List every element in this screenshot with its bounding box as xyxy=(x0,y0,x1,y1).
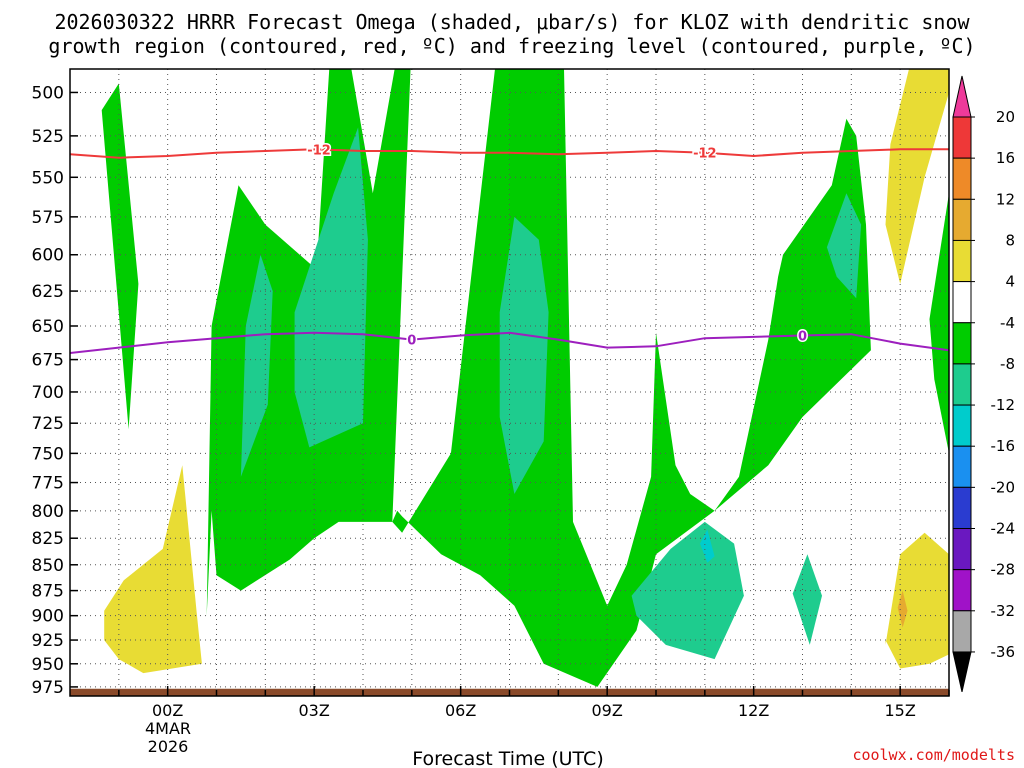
x-tick-label: 09Z xyxy=(592,701,623,720)
colorbar-swatch xyxy=(952,610,972,653)
omega-region-11 xyxy=(929,193,949,454)
colorbar-label: -16 xyxy=(991,437,1016,455)
omega-region-4 xyxy=(104,465,202,674)
site-credit[interactable]: coolwx.com/modelts xyxy=(852,746,1015,764)
colorbar-label: -36 xyxy=(991,643,1016,661)
y-tick-label: 900 xyxy=(32,607,64,627)
omega-region-8 xyxy=(700,529,715,563)
x-tick-label: 12Z xyxy=(738,701,769,720)
chart-title-line-1: 2026030322 HRRR Forecast Omega (shaded, … xyxy=(54,10,970,34)
colorbar-swatch xyxy=(952,486,972,530)
dgz-contour-line-label: -12 xyxy=(693,147,717,162)
omega-shaded-regions xyxy=(70,69,949,696)
colorbar-label: 8 xyxy=(1005,231,1015,249)
x-tick-label: 06Z xyxy=(445,701,476,720)
omega-region-6 xyxy=(499,216,549,494)
y-axis: 500 525 550 575 600 625 650 675 700 725 750 775 800 8… xyxy=(32,83,78,698)
y-tick-label: 950 xyxy=(32,655,64,675)
y-tick-label: 525 xyxy=(32,127,64,147)
colorbar-label: 20 xyxy=(996,108,1015,126)
x-tick-label: 03Z xyxy=(299,701,330,720)
colorbar-swatch xyxy=(952,569,972,612)
omega-region-7 xyxy=(631,521,744,660)
colorbar-swatch xyxy=(952,157,972,200)
dgz-contour-line xyxy=(70,148,949,159)
y-tick-label: 725 xyxy=(32,414,64,434)
colorbar-label: -24 xyxy=(991,520,1016,538)
colorbar-swatch xyxy=(952,239,972,283)
y-tick-label: 875 xyxy=(32,582,64,602)
x-tick-label: 15Z xyxy=(885,701,916,720)
y-tick-label: 925 xyxy=(32,631,64,651)
y-tick-label: 975 xyxy=(32,678,64,698)
y-tick-label: 775 xyxy=(32,474,64,494)
y-tick-label: 825 xyxy=(32,529,64,549)
y-tick-label: 600 xyxy=(32,246,64,266)
y-tick-label: 625 xyxy=(32,282,64,302)
colorbar-min-triangle xyxy=(952,651,972,693)
y-tick-label: 800 xyxy=(32,502,64,522)
colorbar-max-triangle xyxy=(952,75,972,118)
colorbar-swatch xyxy=(952,528,972,571)
x-axis: 00Z 03Z 06Z 09Z 12Z 15Z xyxy=(118,686,950,720)
freezing-level-line-label: 0 xyxy=(798,330,807,345)
y-tick-label: 700 xyxy=(32,383,64,403)
colorbar-swatch xyxy=(952,281,972,324)
omega-region-12 xyxy=(885,69,949,284)
omega-region-3 xyxy=(294,127,368,448)
omega-region-2 xyxy=(240,254,273,477)
colorbar-label: -32 xyxy=(991,602,1016,620)
freezing-level-line xyxy=(70,331,949,354)
colorbar-label: -4 xyxy=(1000,314,1015,332)
y-tick-label: 575 xyxy=(32,208,64,228)
colorbar-label: 16 xyxy=(996,149,1015,167)
colorbar-legend: 20 16 12 8 4 -4 -8 -12 -16 -20 -24 -28 -32 -36 xyxy=(952,75,1016,693)
colorbar-swatch xyxy=(952,404,972,447)
freezing-level-line-label: 0 xyxy=(407,334,416,349)
colorbar-label: -20 xyxy=(991,478,1016,496)
date-label-year: 2026 xyxy=(148,737,189,756)
colorbar-swatch xyxy=(952,198,972,241)
omega-region-9 xyxy=(792,554,822,645)
y-tick-label: 650 xyxy=(32,317,64,337)
date-label-day: 4MAR xyxy=(145,719,191,738)
colorbar-swatch xyxy=(952,322,972,365)
colorbar-label: -28 xyxy=(991,561,1016,579)
colorbar-swatch xyxy=(952,445,972,488)
dgz-contour-line-label: -12 xyxy=(307,144,331,159)
chart-title-line-2: growth region (contoured, red, ºC) and f… xyxy=(48,34,975,58)
omega-region-0 xyxy=(101,83,139,430)
x-tick-label: 00Z xyxy=(152,701,183,720)
y-tick-label: 500 xyxy=(32,83,64,103)
y-tick-label: 750 xyxy=(32,444,64,464)
contour-lines: -12 -12 0 0 xyxy=(70,142,949,354)
y-tick-label: 675 xyxy=(32,351,64,371)
colorbar-label: -8 xyxy=(1000,355,1015,373)
colorbar-label: -12 xyxy=(991,396,1016,414)
x-axis-label: Forecast Time (UTC) xyxy=(412,748,603,768)
y-tick-label: 550 xyxy=(32,168,64,188)
colorbar-swatch xyxy=(952,116,972,159)
omega-region-10 xyxy=(826,193,862,299)
colorbar-label: 12 xyxy=(996,190,1015,208)
omega-region-5 xyxy=(392,69,871,687)
omega-region-13 xyxy=(885,532,949,669)
colorbar-swatch xyxy=(952,363,972,406)
y-tick-label: 850 xyxy=(32,556,64,576)
colorbar-label: 4 xyxy=(1005,273,1015,291)
